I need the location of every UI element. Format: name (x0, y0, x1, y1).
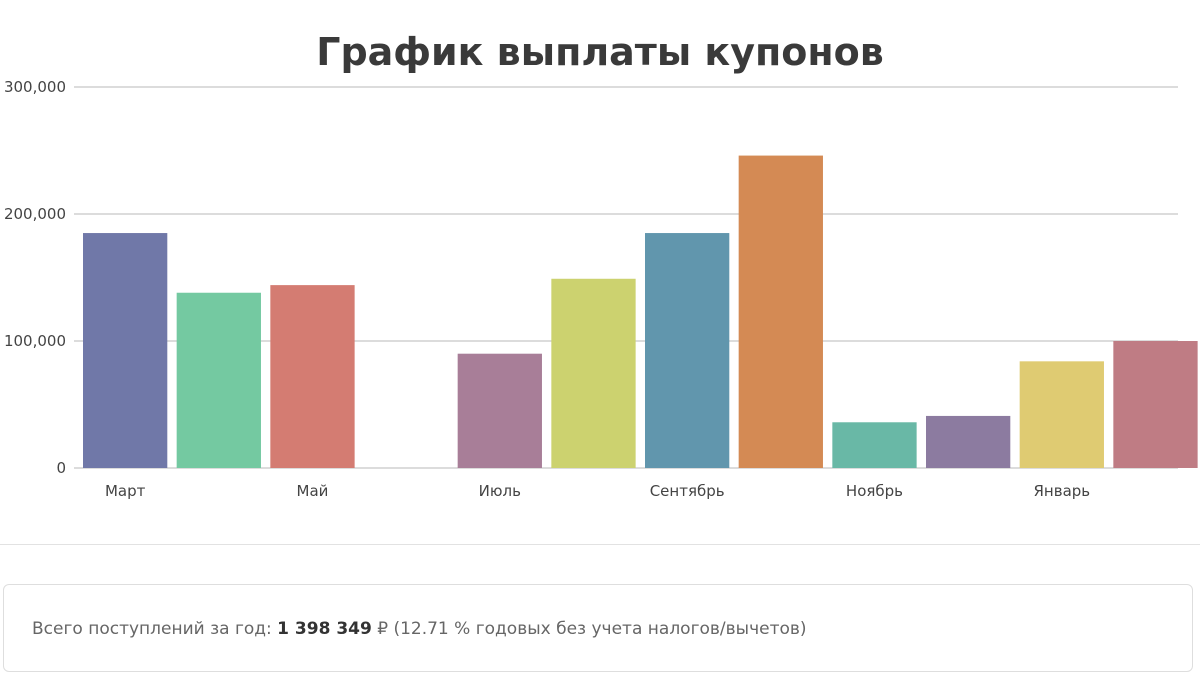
section-divider (0, 544, 1200, 545)
coupon-bar-chart: 0 100,000 200,000 300,000 Март Май Июль Сентябр… (4, 78, 1198, 500)
x-tick-label: Март (105, 482, 146, 500)
chart-title: График выплаты купонов (316, 30, 884, 74)
x-tick-label: Ноябрь (846, 482, 903, 500)
bar (457, 353, 542, 468)
x-tick-label: Май (297, 482, 329, 500)
x-tick-label: Сентябрь (650, 482, 725, 500)
x-tick-label: Январь (1034, 482, 1091, 500)
bar (832, 422, 917, 468)
summary-prefix: Всего поступлений за год: (32, 619, 272, 639)
y-tick-label: 100,000 (4, 332, 66, 350)
bar (926, 415, 1011, 468)
summary-total: 1 398 349 (277, 619, 372, 639)
summary-suffix: (12.71 % годовых без учета налогов/вычет… (393, 619, 807, 639)
y-tick-label: 300,000 (4, 78, 66, 96)
y-tick-label: 0 (56, 459, 66, 477)
x-tick-label: Июль (479, 482, 521, 500)
bar (176, 292, 261, 468)
bar (1019, 361, 1104, 468)
bar (1113, 341, 1198, 468)
bar (83, 233, 168, 468)
y-tick-label: 200,000 (4, 205, 66, 223)
summary-currency: ₽ (377, 619, 389, 639)
bar (551, 278, 636, 468)
bar (645, 233, 730, 468)
annual-summary: Всего поступлений за год: 1 398 349 ₽ (1… (3, 584, 1193, 672)
bar (270, 285, 355, 468)
bar (738, 155, 823, 468)
